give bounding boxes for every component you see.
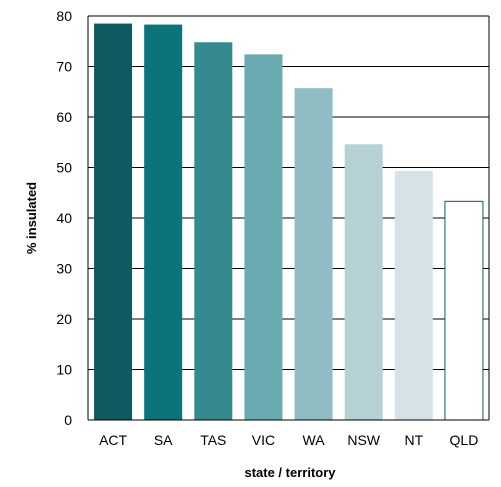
y-tick-label: 20 — [56, 311, 72, 327]
y-tick-label: 80 — [56, 8, 72, 24]
x-axis-title: state / territory — [244, 465, 336, 480]
y-tick-label: 50 — [56, 160, 72, 176]
bar-nsw — [344, 144, 383, 420]
x-tick-label: VIC — [252, 432, 275, 448]
bars — [94, 23, 484, 421]
x-tick-label: NT — [404, 432, 423, 448]
y-tick-label: 70 — [56, 59, 72, 75]
y-tick-labels: 0 10 20 30 40 50 60 70 80 — [56, 8, 72, 428]
x-tick-label: NSW — [347, 432, 380, 448]
y-tick-label: 10 — [56, 362, 72, 378]
x-tick-labels: ACT SA TAS VIC WA NSW NT QLD — [99, 432, 478, 448]
bar-wa — [294, 88, 333, 420]
axes — [87, 16, 490, 421]
bar-qld — [444, 200, 484, 421]
bar-tas — [194, 42, 233, 420]
x-tick-label: ACT — [99, 432, 127, 448]
y-axis-title: % insulated — [24, 182, 39, 254]
bar-nt — [394, 171, 433, 420]
bar-sa — [144, 24, 183, 421]
y-tick-label: 0 — [64, 412, 72, 428]
x-tick-label: QLD — [450, 432, 479, 448]
y-tick-label: 60 — [56, 109, 72, 125]
y-tick-label: 40 — [56, 210, 72, 226]
x-tick-label: SA — [154, 432, 173, 448]
bar-act — [94, 23, 133, 420]
x-tick-label: TAS — [200, 432, 226, 448]
bar-vic — [244, 54, 283, 420]
x-tick-label: WA — [303, 432, 326, 448]
y-tick-label: 30 — [56, 261, 72, 277]
